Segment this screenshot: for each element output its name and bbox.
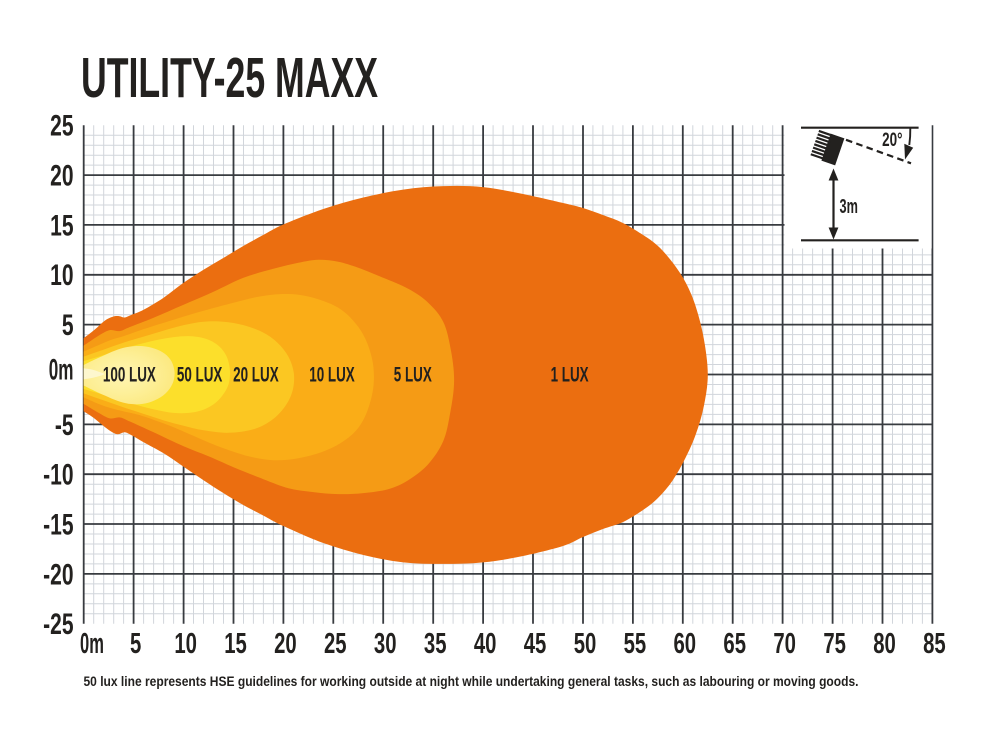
svg-text:10 LUX: 10 LUX [309, 362, 355, 386]
svg-text:15: 15 [224, 628, 247, 660]
svg-text:5: 5 [62, 310, 74, 342]
svg-text:-25: -25 [43, 609, 73, 641]
svg-text:20: 20 [274, 628, 297, 660]
svg-text:20: 20 [50, 160, 73, 192]
svg-text:80: 80 [873, 628, 896, 660]
svg-text:65: 65 [723, 628, 746, 660]
svg-text:75: 75 [823, 628, 846, 660]
svg-text:100 LUX: 100 LUX [103, 362, 156, 386]
svg-text:20 LUX: 20 LUX [233, 362, 279, 386]
svg-text:-20: -20 [43, 559, 73, 591]
svg-text:UTILITY-25 MAXX: UTILITY-25 MAXX [81, 47, 378, 110]
svg-text:0m: 0m [49, 354, 74, 387]
svg-text:5: 5 [130, 628, 141, 660]
svg-text:60: 60 [674, 628, 697, 660]
svg-text:0m: 0m [80, 628, 104, 660]
svg-text:1 LUX: 1 LUX [551, 362, 589, 386]
svg-text:40: 40 [474, 628, 497, 660]
svg-text:-15: -15 [43, 509, 73, 541]
svg-text:45: 45 [524, 628, 547, 660]
svg-text:35: 35 [424, 628, 447, 660]
svg-text:10: 10 [50, 260, 73, 292]
svg-text:20°: 20° [882, 129, 902, 151]
svg-text:85: 85 [923, 628, 946, 660]
svg-text:50: 50 [574, 628, 597, 660]
svg-text:5 LUX: 5 LUX [394, 362, 432, 386]
svg-text:10: 10 [174, 628, 197, 660]
svg-text:-10: -10 [43, 459, 73, 491]
svg-text:25: 25 [50, 110, 73, 142]
svg-text:50 LUX: 50 LUX [177, 362, 223, 386]
svg-text:3m: 3m [840, 195, 858, 218]
svg-text:15: 15 [50, 210, 73, 242]
svg-text:30: 30 [374, 628, 397, 660]
svg-text:55: 55 [624, 628, 647, 660]
svg-text:25: 25 [324, 628, 347, 660]
svg-text:70: 70 [773, 628, 796, 660]
svg-text:-5: -5 [55, 409, 74, 441]
svg-text:50 lux line represents HSE gui: 50 lux line represents HSE guidelines fo… [84, 674, 859, 689]
